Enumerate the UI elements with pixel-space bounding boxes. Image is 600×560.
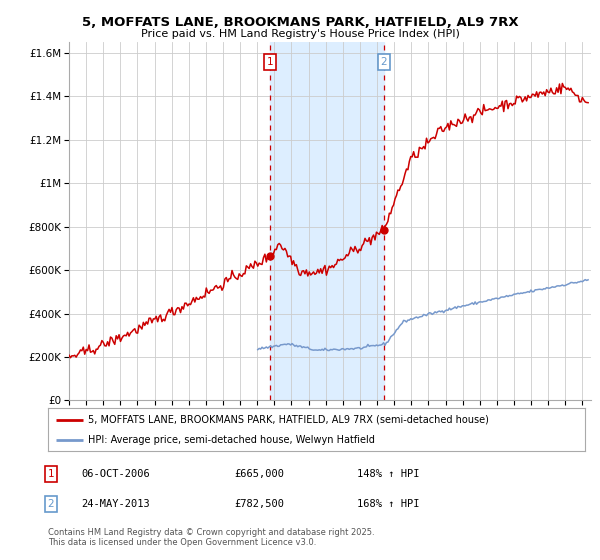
Text: 168% ↑ HPI: 168% ↑ HPI bbox=[357, 499, 419, 509]
Text: 1: 1 bbox=[47, 469, 55, 479]
Text: Contains HM Land Registry data © Crown copyright and database right 2025.
This d: Contains HM Land Registry data © Crown c… bbox=[48, 528, 374, 547]
Text: 5, MOFFATS LANE, BROOKMANS PARK, HATFIELD, AL9 7RX: 5, MOFFATS LANE, BROOKMANS PARK, HATFIEL… bbox=[82, 16, 518, 29]
Text: £782,500: £782,500 bbox=[234, 499, 284, 509]
Text: Price paid vs. HM Land Registry's House Price Index (HPI): Price paid vs. HM Land Registry's House … bbox=[140, 29, 460, 39]
Text: 1: 1 bbox=[267, 57, 274, 67]
Text: 2: 2 bbox=[47, 499, 55, 509]
Text: 5, MOFFATS LANE, BROOKMANS PARK, HATFIELD, AL9 7RX (semi-detached house): 5, MOFFATS LANE, BROOKMANS PARK, HATFIEL… bbox=[88, 415, 489, 424]
Bar bbox=[270, 42, 384, 400]
Text: 24-MAY-2013: 24-MAY-2013 bbox=[81, 499, 150, 509]
Text: 148% ↑ HPI: 148% ↑ HPI bbox=[357, 469, 419, 479]
Text: 06-OCT-2006: 06-OCT-2006 bbox=[81, 469, 150, 479]
Text: £665,000: £665,000 bbox=[234, 469, 284, 479]
Text: HPI: Average price, semi-detached house, Welwyn Hatfield: HPI: Average price, semi-detached house,… bbox=[88, 435, 375, 445]
Text: 2: 2 bbox=[380, 57, 387, 67]
